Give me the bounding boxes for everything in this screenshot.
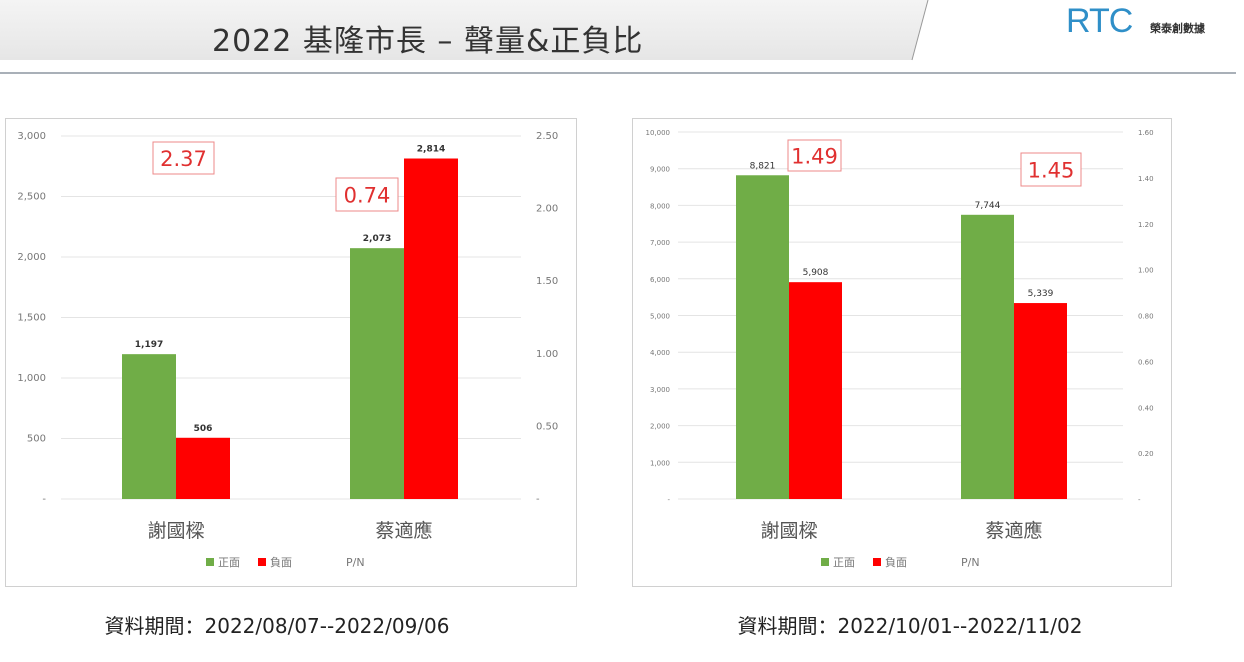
category-label: 謝國樑 [147, 520, 204, 542]
chart-svg: - 500 1,000 1,500 2,000 2,500 3,000 - 0.50 1.00 1.… [17, 131, 558, 569]
y-tick-label: 1,000 [650, 459, 670, 467]
pn-ratio-box [787, 139, 842, 172]
header-divider [0, 72, 1236, 74]
legend-positive-label: 正面 [833, 556, 855, 569]
y2-tick-label: 1.00 [536, 349, 558, 360]
bar-value-label: 1,197 [135, 340, 163, 350]
y-tick-label: 2,500 [17, 192, 46, 203]
y-tick-label: - [42, 494, 46, 505]
chart-period-1: - 500 1,000 1,500 2,000 2,500 3,000 - 0.50 1.00 1.… [5, 118, 577, 587]
legend-negative-label: 負面 [270, 556, 292, 569]
positive-bar [736, 175, 789, 500]
bar-value-label: 7,744 [975, 201, 1001, 211]
bar-value-label: 8,821 [750, 161, 776, 171]
y2-tick-label: - [1138, 496, 1141, 504]
category-label: 蔡適應 [375, 519, 432, 542]
y-tick-label: 3,000 [650, 386, 670, 394]
bar-value-label: 5,908 [803, 268, 829, 278]
y2-tick-label: 0.20 [1138, 450, 1154, 458]
bar-value-label: 506 [194, 424, 213, 434]
header-banner [0, 0, 929, 61]
logo-subtitle: 榮泰創數據 [1150, 23, 1205, 35]
pn-ratio-box [335, 177, 399, 212]
negative-bar [404, 158, 458, 500]
legend-positive-swatch [206, 558, 214, 566]
page-title: 2022 基隆市長 – 聲量&正負比 [212, 24, 644, 59]
negative-bar [1014, 303, 1067, 499]
positive-bar [122, 354, 176, 499]
y2-tick-label: 1.00 [1138, 267, 1154, 275]
y2-tick-label: 1.60 [1138, 129, 1154, 137]
caption-period-2: 資料期間：2022/10/01--2022/11/02 [737, 614, 1083, 638]
y-tick-label: 1,500 [17, 313, 46, 324]
y-tick-label: 1,000 [17, 373, 46, 384]
y2-tick-label: 0.50 [536, 421, 558, 432]
y-tick-label: 7,000 [650, 239, 670, 247]
y2-tick-label: 2.50 [536, 131, 558, 142]
y2-tick-label: 2.00 [536, 204, 558, 215]
y2-tick-label: - [536, 494, 540, 505]
positive-bar [350, 248, 404, 499]
y-tick-label: 6,000 [650, 276, 670, 284]
legend-pn-label: P/N [961, 556, 980, 569]
y-tick-label: 9,000 [650, 166, 670, 174]
pn-ratio-label: 1.49 [791, 145, 838, 169]
legend-positive-label: 正面 [218, 556, 240, 569]
y-tick-label: 10,000 [646, 129, 671, 137]
legend-positive-swatch [821, 558, 829, 566]
pn-ratio-label: 2.37 [160, 147, 207, 171]
category-label: 謝國樑 [760, 520, 817, 542]
y2-tick-label: 1.20 [1138, 221, 1154, 229]
positive-bar [961, 214, 1014, 499]
rtc-logo: RTC 榮泰創數據 [1066, 2, 1205, 40]
y-tick-label: 2,000 [650, 423, 670, 431]
y2-tick-label: 1.50 [536, 276, 558, 287]
pn-ratio-box [1020, 152, 1082, 187]
negative-bar [789, 282, 842, 499]
y2-tick-label: 1.40 [1138, 175, 1154, 183]
caption-period-1: 資料期間：2022/08/07--2022/09/06 [104, 614, 450, 638]
y2-tick-label: 0.60 [1138, 358, 1154, 366]
y2-tick-label: 0.80 [1138, 313, 1154, 321]
legend-pn-label: P/N [346, 556, 365, 569]
y-tick-label: 500 [27, 434, 46, 445]
legend-negative-label: 負面 [885, 556, 907, 569]
bar-value-label: 5,339 [1028, 289, 1054, 299]
legend-negative-swatch [873, 558, 881, 566]
legend-negative-swatch [258, 558, 266, 566]
y-tick-label: 4,000 [650, 349, 670, 357]
bar-value-label: 2,073 [363, 234, 391, 244]
pn-ratio-label: 0.74 [344, 184, 391, 208]
y-tick-label: 3,000 [17, 131, 46, 142]
y2-tick-label: 0.40 [1138, 404, 1154, 412]
negative-bar [176, 437, 230, 499]
y-tick-label: 2,000 [17, 252, 46, 263]
chart-period-2: - 1,000 2,000 3,000 4,000 5,000 6,000 7,000 8,00… [632, 118, 1172, 587]
y-tick-label: - [667, 496, 670, 504]
chart-svg: - 1,000 2,000 3,000 4,000 5,000 6,000 7,000 8,00… [646, 129, 1154, 569]
y-tick-label: 5,000 [650, 313, 670, 321]
pn-ratio-box [152, 141, 215, 175]
pn-ratio-label: 1.45 [1028, 159, 1075, 183]
category-label: 蔡適應 [985, 519, 1042, 542]
y-tick-label: 8,000 [650, 202, 670, 210]
bar-value-label: 2,814 [417, 145, 445, 155]
